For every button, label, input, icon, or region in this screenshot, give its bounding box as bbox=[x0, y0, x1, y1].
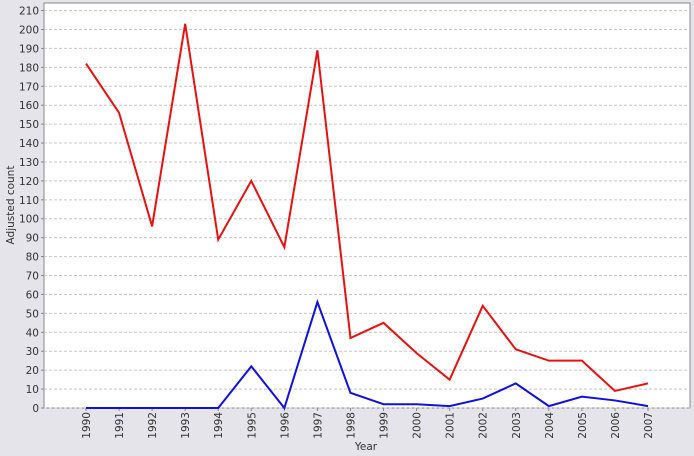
x-tick-label: 1997 bbox=[312, 412, 324, 439]
x-tick-label: 1996 bbox=[279, 412, 291, 439]
y-tick-label: 40 bbox=[26, 327, 39, 339]
x-tick-label: 1993 bbox=[180, 412, 192, 439]
x-tick-label: 1998 bbox=[345, 412, 357, 439]
x-tick-label: 1990 bbox=[81, 412, 93, 439]
y-tick-label: 0 bbox=[32, 403, 39, 415]
y-tick-label: 50 bbox=[26, 308, 39, 320]
plot-area bbox=[43, 2, 691, 409]
x-tick-label: 1991 bbox=[114, 412, 126, 439]
series-line bbox=[85, 23, 649, 393]
x-tick-label: 2004 bbox=[544, 412, 556, 439]
x-tick-label: 1992 bbox=[147, 412, 159, 439]
y-tick-label: 200 bbox=[19, 24, 39, 36]
y-tick-label: 170 bbox=[19, 81, 39, 93]
series-line bbox=[85, 298, 649, 411]
y-tick-label: 80 bbox=[26, 252, 39, 264]
y-axis-label: Adjusted count bbox=[5, 166, 17, 245]
x-tick-label: 2007 bbox=[643, 412, 655, 439]
x-tick-label: 1994 bbox=[213, 412, 225, 439]
y-tick-label: 60 bbox=[26, 289, 39, 301]
y-tick-label: 190 bbox=[19, 43, 39, 55]
y-tick-label: 160 bbox=[19, 100, 39, 112]
y-tick-label: 150 bbox=[19, 119, 39, 131]
y-tick-label: 100 bbox=[19, 214, 39, 226]
y-tick-label: 70 bbox=[26, 271, 39, 283]
x-tick-label: 2005 bbox=[577, 412, 589, 439]
y-tick-label: 120 bbox=[19, 176, 39, 188]
x-tick-label: 2001 bbox=[445, 412, 457, 439]
x-tick-label: 2002 bbox=[478, 412, 490, 439]
y-tick-label: 90 bbox=[26, 233, 39, 245]
y-tick-label: 20 bbox=[26, 365, 39, 377]
y-tick-label: 10 bbox=[26, 384, 39, 396]
y-tick-label: 30 bbox=[26, 346, 39, 358]
x-axis-label: Year bbox=[354, 441, 378, 453]
y-tick-label: 140 bbox=[19, 138, 39, 150]
y-tick-label: 130 bbox=[19, 157, 39, 169]
y-tick-label: 180 bbox=[19, 62, 39, 74]
y-tick-label: 110 bbox=[19, 195, 39, 207]
x-tick-label: 1995 bbox=[246, 412, 258, 439]
x-tick-label: 2003 bbox=[511, 412, 523, 439]
x-tick-label: 2006 bbox=[610, 412, 622, 439]
y-tick-label: 210 bbox=[19, 6, 39, 18]
x-tick-label: 2000 bbox=[412, 412, 424, 439]
x-tick-label: 1999 bbox=[379, 412, 391, 439]
